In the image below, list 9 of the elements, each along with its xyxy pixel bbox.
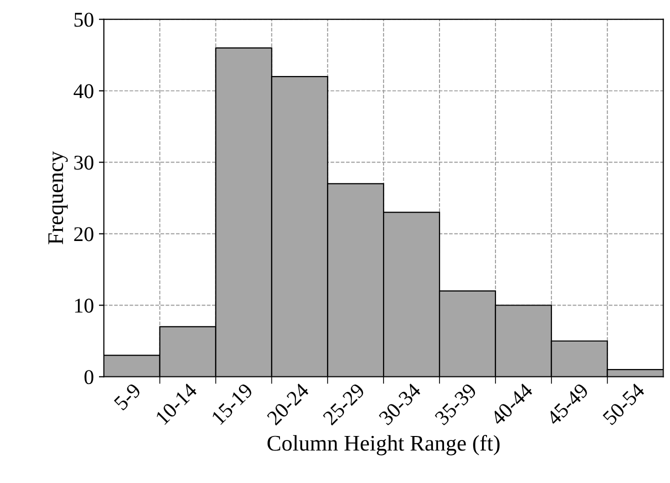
y-axis-title: Frequency <box>48 151 68 244</box>
y-tick-label: 10 <box>75 298 94 313</box>
y-tick-label: 30 <box>74 156 94 170</box>
y-tick-label: 40 <box>74 84 94 98</box>
y-tick-label: 50 <box>74 12 94 27</box>
x-axis-title: Column Height Range (ft) <box>268 434 500 456</box>
x-tick-label: 5-9 <box>114 382 142 411</box>
y-tick-label: 0 <box>84 370 94 384</box>
y-tick-label: 20 <box>74 227 94 242</box>
